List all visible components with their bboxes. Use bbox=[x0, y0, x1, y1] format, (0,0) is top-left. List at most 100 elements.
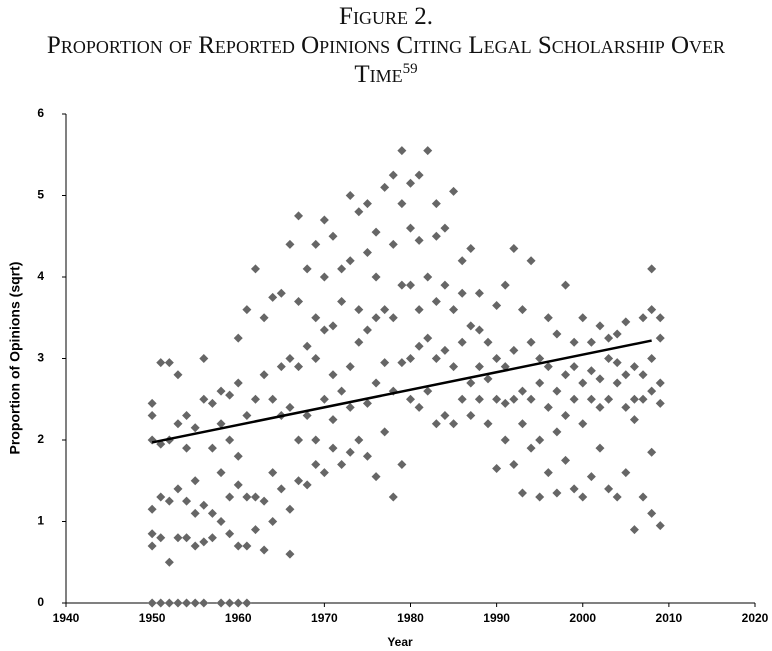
data-point bbox=[216, 386, 226, 396]
data-point bbox=[225, 492, 235, 502]
data-point bbox=[440, 345, 450, 355]
data-point bbox=[190, 423, 200, 433]
x-axis-label: Year bbox=[387, 635, 413, 649]
x-tick-label: 2010 bbox=[656, 611, 683, 625]
data-point bbox=[431, 354, 441, 363]
data-point bbox=[302, 411, 312, 421]
data-point bbox=[500, 280, 510, 290]
data-point bbox=[595, 374, 605, 384]
data-point bbox=[509, 394, 519, 404]
data-point bbox=[380, 305, 390, 315]
data-point bbox=[337, 459, 347, 469]
data-point bbox=[431, 199, 441, 209]
data-point bbox=[233, 541, 243, 551]
data-point bbox=[423, 272, 433, 282]
data-point bbox=[173, 419, 183, 429]
data-point bbox=[216, 517, 226, 526]
data-point bbox=[543, 313, 553, 323]
data-point bbox=[629, 525, 639, 535]
data-point bbox=[449, 362, 459, 372]
data-point bbox=[535, 354, 545, 363]
data-point bbox=[457, 337, 467, 347]
data-point bbox=[276, 288, 286, 298]
data-point bbox=[629, 362, 639, 372]
data-point bbox=[466, 243, 476, 253]
data-point bbox=[371, 272, 381, 282]
data-point bbox=[440, 223, 450, 233]
data-point bbox=[362, 398, 372, 408]
data-point bbox=[483, 337, 493, 347]
data-point bbox=[517, 488, 527, 498]
data-point bbox=[621, 317, 631, 327]
chart-title: Figure 2. bbox=[339, 3, 433, 30]
data-point bbox=[164, 496, 174, 506]
data-point bbox=[190, 541, 200, 551]
data-point bbox=[578, 313, 588, 323]
data-point bbox=[543, 362, 553, 372]
data-point bbox=[457, 288, 467, 298]
x-tick-label: 1980 bbox=[397, 611, 424, 625]
data-point bbox=[302, 341, 312, 351]
data-point bbox=[354, 337, 364, 347]
data-point bbox=[449, 305, 459, 315]
data-point bbox=[647, 354, 657, 363]
data-point bbox=[190, 508, 200, 518]
data-point bbox=[233, 378, 243, 388]
data-point bbox=[354, 305, 364, 315]
data-point bbox=[199, 598, 209, 608]
data-point bbox=[388, 170, 398, 180]
data-point bbox=[414, 402, 424, 412]
data-point bbox=[147, 435, 157, 445]
data-point bbox=[406, 178, 415, 188]
data-point bbox=[431, 419, 441, 429]
data-point bbox=[285, 549, 295, 559]
data-point bbox=[164, 557, 174, 567]
data-point bbox=[440, 280, 450, 290]
data-point bbox=[492, 301, 502, 311]
data-point bbox=[311, 354, 321, 363]
data-point bbox=[526, 394, 536, 404]
data-point bbox=[242, 541, 252, 551]
data-point bbox=[569, 337, 579, 347]
data-point bbox=[595, 402, 605, 412]
data-point bbox=[362, 248, 372, 258]
data-point bbox=[268, 394, 278, 404]
data-point bbox=[647, 305, 657, 315]
data-point bbox=[500, 435, 510, 445]
data-point bbox=[561, 370, 571, 380]
x-tick-label: 1940 bbox=[53, 611, 80, 625]
data-point bbox=[362, 451, 372, 461]
data-point bbox=[647, 508, 657, 518]
data-point bbox=[302, 480, 312, 490]
data-point bbox=[406, 394, 415, 404]
data-point bbox=[233, 333, 243, 343]
data-point bbox=[440, 411, 450, 421]
data-point bbox=[474, 362, 484, 372]
data-point bbox=[233, 480, 243, 490]
data-point bbox=[406, 223, 415, 233]
data-point bbox=[517, 305, 527, 315]
y-tick-label: 2 bbox=[37, 432, 44, 446]
data-point bbox=[302, 264, 312, 274]
data-point bbox=[371, 472, 381, 482]
data-point bbox=[207, 443, 217, 453]
data-point bbox=[328, 321, 338, 331]
y-tick-label: 5 bbox=[37, 188, 44, 202]
data-point bbox=[552, 488, 562, 498]
data-point bbox=[655, 333, 665, 343]
data-point bbox=[612, 492, 622, 502]
data-point bbox=[319, 215, 329, 225]
data-point bbox=[578, 419, 588, 429]
data-point bbox=[182, 496, 192, 506]
data-point bbox=[500, 398, 510, 408]
data-point bbox=[552, 329, 562, 339]
data-point bbox=[164, 358, 174, 368]
data-point bbox=[397, 459, 407, 469]
data-point bbox=[397, 146, 407, 156]
y-tick-label: 4 bbox=[37, 269, 44, 283]
data-point bbox=[225, 435, 235, 445]
data-point bbox=[406, 280, 415, 290]
data-point bbox=[311, 313, 321, 323]
data-point bbox=[216, 468, 226, 478]
